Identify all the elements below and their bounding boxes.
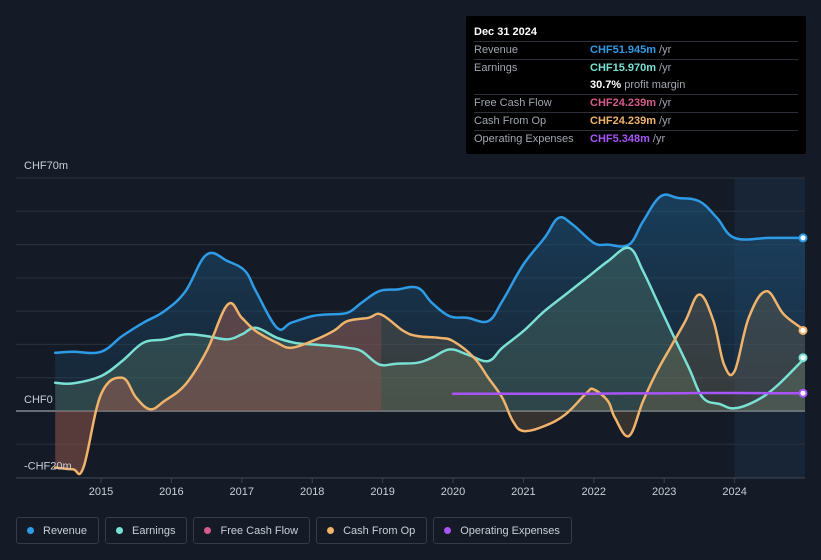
line-earnings [53, 246, 807, 410]
x-tick-label: 2021 [511, 486, 535, 498]
tooltip-row-earnings: Earnings CHF15.970m /yr [474, 59, 798, 77]
legend-dot-icon [116, 527, 124, 534]
area-revenue [55, 194, 805, 411]
tooltip-value: CHF5.348m [590, 133, 650, 145]
tooltip-unit: /yr [659, 97, 672, 109]
tooltip-row-revenue: Revenue CHF51.945m /yr [474, 41, 798, 59]
legend-label: Operating Expenses [460, 524, 560, 537]
tooltip-row-profit-margin: 30.7% profit margin [474, 77, 798, 94]
legend-dot-icon [204, 527, 212, 534]
tooltip-label: Free Cash Flow [474, 97, 552, 109]
y-tick-label-zero: CHF0 [24, 394, 53, 406]
tooltip-unit: /yr [659, 44, 672, 56]
tooltip-value: 30.7% [590, 79, 622, 91]
legend: Revenue Earnings Free Cash Flow Cash Fro… [16, 517, 572, 544]
legend-item-free-cash-flow[interactable]: Free Cash Flow [193, 517, 311, 544]
area-free-cash-flow [55, 303, 382, 475]
x-tick-label: 2015 [89, 486, 113, 498]
tooltip-row-operating-expenses: Operating Expenses CHF5.348m /yr [474, 130, 798, 148]
tooltip-label: Revenue [474, 44, 519, 56]
endpoint-earnings [798, 353, 808, 363]
legend-label: Revenue [43, 524, 88, 537]
x-tick-label: 2023 [652, 486, 676, 498]
y-tick-label-bottom: -CHF20m [24, 461, 72, 473]
tooltip-row-free-cash-flow: Free Cash Flow CHF24.239m /yr [474, 94, 798, 112]
legend-item-revenue[interactable]: Revenue [16, 517, 100, 544]
y-tick-label-top: CHF70m [24, 160, 68, 172]
tooltip-label: Earnings [474, 62, 518, 74]
endpoint-cash-from-op [798, 325, 808, 335]
tooltip-value: CHF24.239m [590, 115, 657, 127]
area-cash-from-op [55, 291, 805, 475]
line-revenue [53, 193, 807, 355]
tooltip-label: Cash From Op [474, 115, 547, 127]
legend-label: Free Cash Flow [220, 524, 299, 537]
x-tick-label: 2018 [300, 486, 324, 498]
x-tick-label: 2022 [582, 486, 606, 498]
tooltip-unit: /yr [652, 133, 666, 145]
legend-dot-icon [27, 527, 34, 534]
x-tick-label: 2017 [230, 486, 254, 498]
legend-label: Earnings [132, 524, 176, 537]
tooltip-unit: /yr [659, 115, 672, 127]
x-tick-label: 2019 [370, 486, 394, 498]
endpoint-operating-expenses [798, 388, 808, 398]
x-tick-label: 2024 [722, 486, 746, 498]
x-tick-label: 2016 [159, 486, 183, 498]
tooltip-value: CHF15.970m [590, 62, 657, 74]
tooltip-label: Operating Expenses [474, 133, 574, 145]
chart: 2015 2016 2017 2018 2019 2020 2021 2022 2023 2024… [16, 160, 808, 498]
tooltip-unit: profit margin [624, 79, 686, 91]
legend-dot-icon [444, 527, 452, 534]
x-tick-label: 2020 [441, 486, 465, 498]
line-cash-from-op [53, 289, 807, 476]
tooltip-date: Dec 31 2024 [474, 26, 537, 38]
legend-item-cash-from-op[interactable]: Cash From Op [316, 517, 428, 544]
tooltip-label [474, 77, 590, 94]
line-operating-expenses [451, 391, 807, 395]
tooltip-unit: /yr [659, 62, 672, 74]
legend-item-earnings[interactable]: Earnings [105, 517, 188, 544]
area-earnings [55, 247, 805, 411]
tooltip-row-cash-from-op: Cash From Op CHF24.239m /yr [474, 112, 798, 130]
tooltip-value: CHF51.945m [590, 44, 657, 56]
endpoint-revenue [798, 233, 808, 243]
legend-dot-icon [327, 527, 335, 534]
tooltip-value: CHF24.239m [590, 97, 657, 109]
legend-item-operating-expenses[interactable]: Operating Expenses [433, 517, 572, 544]
legend-label: Cash From Op [343, 524, 416, 537]
data-tooltip: Dec 31 2024 Revenue CHF51.945m /yr Earni… [466, 16, 806, 154]
